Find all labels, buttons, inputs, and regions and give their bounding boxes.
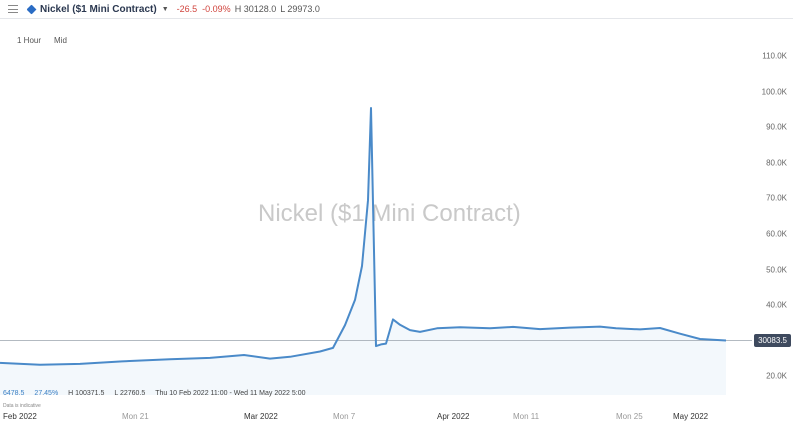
price-line [0, 107, 727, 366]
y-tick-label: 20.0K [766, 371, 787, 381]
session-low: L 29973.0 [280, 4, 320, 14]
hamburger-menu-icon[interactable] [8, 5, 18, 13]
x-tick-label: Mar 2022 [244, 412, 278, 421]
session-high: H 30128.0 [234, 4, 277, 14]
chart-toolbar: 1 Hour Mid [17, 36, 67, 45]
y-tick-label: 110.0K [762, 51, 787, 61]
period-range: 6478.5 [3, 390, 25, 397]
price-change: -26.5 [176, 4, 198, 14]
price-change-percent: -0.09% [202, 4, 231, 14]
y-tick-label: 60.0K [766, 229, 787, 239]
x-tick-label: May 2022 [673, 412, 709, 421]
y-tick-label: 70.0K [766, 193, 787, 203]
y-tick-label: 50.0K [766, 265, 787, 275]
chart-watermark: Nickel ($1 Mini Contract) [258, 200, 521, 227]
y-tick-label: 100.0K [761, 87, 787, 97]
instrument-header: Nickel ($1 Mini Contract) ▼ -26.5 -0.09%… [0, 0, 793, 19]
interval-selector[interactable]: 1 Hour [17, 36, 42, 45]
y-tick-label: 90.0K [766, 122, 787, 132]
x-tick-label: Feb 2022 [3, 412, 37, 421]
y-tick-label: 80.0K [766, 158, 787, 168]
data-disclaimer: Data is indicative [3, 403, 41, 409]
x-tick-label: Mon 25 [616, 412, 643, 421]
x-tick-label: Mon 7 [333, 412, 356, 421]
y-tick-label: 40.0K [766, 300, 787, 310]
period-range-percent: 27.45% [34, 390, 59, 397]
instrument-name[interactable]: Nickel ($1 Mini Contract) [40, 3, 157, 15]
period-high: H 100371.5 [68, 390, 105, 397]
caret-down-icon[interactable]: ▼ [161, 5, 169, 13]
price-type-selector[interactable]: Mid [54, 36, 67, 45]
x-tick-label: Mon 21 [122, 412, 149, 421]
x-tick-label: Apr 2022 [437, 412, 470, 421]
period-dates: Thu 10 Feb 2022 11:00 - Wed 11 May 2022 … [155, 390, 306, 397]
current-price-tag: 30083.5 [754, 334, 791, 347]
y-axis: 110.0K 100.0K 90.0K 80.0K 70.0K 60.0K 50.0K 40.… [723, 0, 793, 424]
x-tick-label: Mon 11 [513, 412, 540, 421]
period-stats: 6478.5 27.45% H 100371.5 L 22760.5 Thu 1… [3, 390, 305, 397]
period-low: L 22760.5 [114, 390, 146, 397]
price-area-fill [0, 108, 726, 395]
